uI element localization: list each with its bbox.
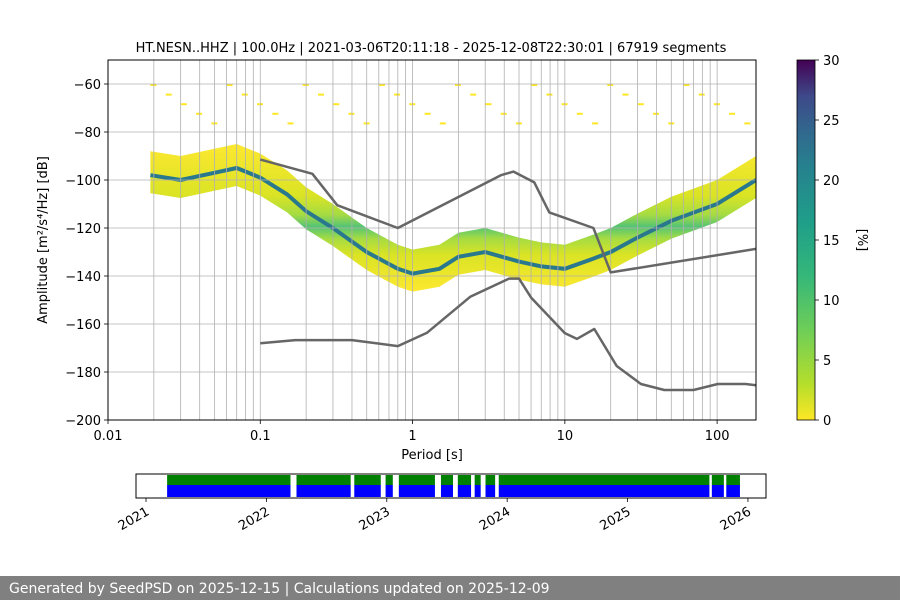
psd-sparse-cell bbox=[653, 112, 659, 115]
x-axis-ticks: 0.01 0.1 1 10 100 bbox=[94, 420, 730, 444]
x-tick-label: 0.01 bbox=[94, 429, 123, 444]
availability-gap bbox=[392, 475, 399, 497]
psd-sparse-cell bbox=[272, 112, 279, 115]
year-tick-label: 2021 bbox=[116, 504, 152, 534]
year-tick-label: 2024 bbox=[477, 504, 513, 534]
colorbar-label: [%] bbox=[854, 229, 869, 252]
x-tick-label: 0.1 bbox=[250, 429, 271, 444]
psd-sparse-cell bbox=[394, 93, 401, 96]
availability-gap bbox=[453, 475, 458, 497]
psd-sparse-cell bbox=[683, 84, 690, 86]
noise-model-layer bbox=[259, 158, 756, 392]
year-tick-label: 2022 bbox=[236, 504, 272, 534]
y-tick-label: −60 bbox=[74, 78, 101, 93]
psd-sparse-cell bbox=[333, 103, 340, 106]
colorbar-ticks: 0 5 10 15 20 25 30 bbox=[815, 54, 840, 429]
year-tick-label: 2025 bbox=[597, 504, 633, 534]
colorbar-tick-label: 30 bbox=[823, 54, 840, 69]
y-tick-label: −100 bbox=[65, 174, 101, 189]
psd-sparse-cell bbox=[485, 103, 492, 106]
psd-sparse-cell bbox=[226, 84, 233, 86]
availability-gap bbox=[480, 475, 486, 497]
psd-sparse-cell bbox=[348, 112, 355, 115]
availability-gap bbox=[290, 475, 297, 497]
psd-sparse-cell bbox=[470, 93, 477, 96]
availability-gap bbox=[723, 475, 727, 497]
psd-sparse-cell bbox=[302, 84, 309, 86]
noise-model-nhnm bbox=[259, 158, 756, 274]
psd-sparse-cell bbox=[729, 112, 736, 115]
availability-gap bbox=[709, 475, 712, 497]
psd-sparse-cell bbox=[180, 103, 187, 106]
psd-figure: 0.01 0.1 1 10 100 −60−80−100−120−140−160−180… bbox=[36, 41, 869, 534]
availability-gap bbox=[471, 475, 475, 497]
noise-model-nlnm bbox=[260, 277, 756, 392]
availability-year-ticks: 2021 2022 2023 2024 2025 2026 bbox=[116, 498, 754, 534]
colorbar-gradient bbox=[796, 59, 816, 421]
availability-bars bbox=[167, 475, 740, 497]
psd-sparse-cell bbox=[318, 93, 324, 96]
availability-gap bbox=[350, 475, 355, 497]
psd-sparse-cell bbox=[439, 122, 446, 125]
colorbar-tick-label: 25 bbox=[823, 114, 840, 129]
colorbar-tick-label: 20 bbox=[823, 174, 840, 189]
colorbar-tick-label: 5 bbox=[823, 354, 831, 369]
x-tick-label: 1 bbox=[408, 429, 416, 444]
x-tick-label: 100 bbox=[705, 429, 730, 444]
availability-gap bbox=[434, 475, 441, 497]
y-tick-label: −140 bbox=[65, 270, 101, 285]
psd-density-band bbox=[150, 144, 756, 292]
chart-title: HT.NESN..HHZ | 100.0Hz | 2021-03-06T20:1… bbox=[136, 41, 727, 56]
y-axis-ticks: −60 −80 −100 −120 −140 −160 −180 −200 bbox=[65, 78, 108, 429]
psd-sparse-cell bbox=[576, 112, 583, 115]
psd-sparse-cell bbox=[637, 103, 644, 106]
psd-sparse-cell bbox=[241, 93, 248, 96]
availability-gap bbox=[495, 475, 499, 497]
psd-sparse-cell bbox=[546, 93, 553, 96]
psd-sparse-cell bbox=[592, 122, 599, 125]
availability-timeline: 2021 2022 2023 2024 2025 2026 bbox=[116, 473, 767, 534]
psd-sparse-cell bbox=[744, 122, 751, 125]
psd-sparse-cell bbox=[150, 84, 157, 86]
psd-sparse-cell bbox=[196, 112, 203, 115]
y-axis-label: Amplitude [m²/s⁴/Hz] [dB] bbox=[36, 156, 51, 324]
footer-generated-info: Generated by SeedPSD on 2025-12-15 | Cal… bbox=[0, 576, 900, 600]
colorbar-tick-label: 15 bbox=[823, 234, 840, 249]
psd-sparse-cell bbox=[287, 122, 294, 125]
psd-sparse-cell bbox=[424, 112, 431, 115]
psd-plot-area bbox=[107, 59, 757, 421]
availability-gap bbox=[380, 475, 386, 497]
psd-sparse-cell bbox=[378, 84, 385, 86]
y-tick-label: −120 bbox=[65, 222, 101, 237]
y-tick-label: −200 bbox=[65, 414, 101, 429]
x-axis-label: Period [s] bbox=[401, 448, 463, 463]
psd-sparse-cell bbox=[698, 93, 705, 96]
psd-sparse-cell bbox=[500, 112, 507, 115]
psd-sparse-cell bbox=[455, 84, 461, 86]
y-tick-label: −180 bbox=[65, 366, 101, 381]
y-tick-label: −80 bbox=[74, 126, 101, 141]
psd-sparse-cell bbox=[622, 93, 629, 96]
x-tick-label: 10 bbox=[557, 429, 574, 444]
y-tick-label: −160 bbox=[65, 318, 101, 333]
psd-density-layer bbox=[150, 84, 756, 292]
colorbar-tick-label: 0 bbox=[823, 414, 831, 429]
year-tick-label: 2026 bbox=[718, 504, 754, 534]
year-tick-label: 2023 bbox=[357, 504, 393, 534]
psd-mode-line bbox=[150, 165, 756, 276]
psd-sparse-cell bbox=[531, 84, 538, 86]
plot-frame bbox=[107, 59, 757, 421]
psd-sparse-cell bbox=[165, 93, 172, 96]
colorbar-tick-label: 10 bbox=[823, 294, 840, 309]
grid-lines bbox=[108, 60, 756, 420]
colorbar: 0 5 10 15 20 25 30 [%] bbox=[796, 54, 869, 429]
